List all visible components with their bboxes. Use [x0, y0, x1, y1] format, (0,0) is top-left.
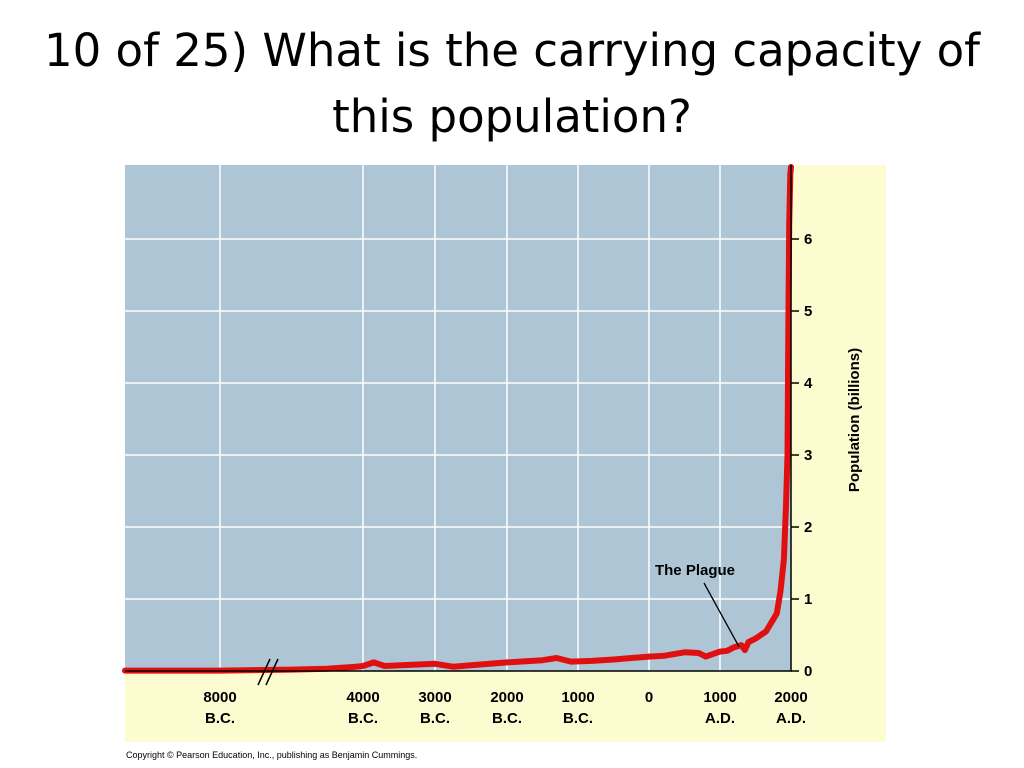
x-tick-era-label: B.C.	[205, 710, 235, 727]
x-tick-era-label: A.D.	[776, 710, 806, 727]
y-tick-label: 5	[804, 303, 812, 320]
y-tick-label: 2	[804, 519, 812, 536]
x-tick-label: 1000	[561, 689, 594, 706]
y-axis-ticks: 0 1 2 3 4 5 6	[791, 231, 813, 680]
x-tick-label: 0	[645, 689, 653, 706]
annotation-label: The Plague	[655, 562, 735, 579]
axis-break-slash	[265, 658, 279, 686]
slide-title: 10 of 25) What is the carrying capacity …	[43, 24, 980, 143]
gridlines	[125, 165, 791, 671]
y-tick-label: 4	[804, 375, 813, 392]
x-tick-label: 8000	[203, 689, 236, 706]
x-tick-label: 1000	[703, 689, 736, 706]
copyright-notice: Copyright © Pearson Education, Inc., pub…	[126, 750, 418, 760]
x-tick-era-label: A.D.	[705, 710, 735, 727]
x-tick-label: 2000	[774, 689, 807, 706]
x-tick-era-label: B.C.	[492, 710, 522, 727]
population-curve	[122, 164, 794, 674]
y-tick-label: 3	[804, 447, 812, 464]
y-axis-title: Population (billions)	[846, 348, 863, 492]
x-tick-era-label: B.C.	[563, 710, 593, 727]
axis-break-slash	[257, 658, 271, 686]
x-axis-ticks: 8000 B.C. 4000 B.C. 3000 B.C. 2000 B.C. 1000 B.C.…	[203, 689, 807, 727]
annotation-leader-line	[703, 582, 740, 647]
axis-break-mark	[257, 658, 279, 686]
x-tick-era-label: B.C.	[348, 710, 378, 727]
plot-area	[125, 165, 791, 671]
annotation-layer: The Plague	[655, 562, 740, 647]
x-tick-era-label: B.C.	[420, 710, 450, 727]
y-tick-label: 6	[804, 231, 812, 248]
y-tick-label: 0	[804, 663, 812, 680]
y-tick-label: 1	[804, 591, 812, 608]
x-tick-label: 3000	[418, 689, 451, 706]
x-tick-label: 4000	[346, 689, 379, 706]
x-tick-label: 2000	[490, 689, 523, 706]
population-curve-layer	[122, 164, 794, 674]
